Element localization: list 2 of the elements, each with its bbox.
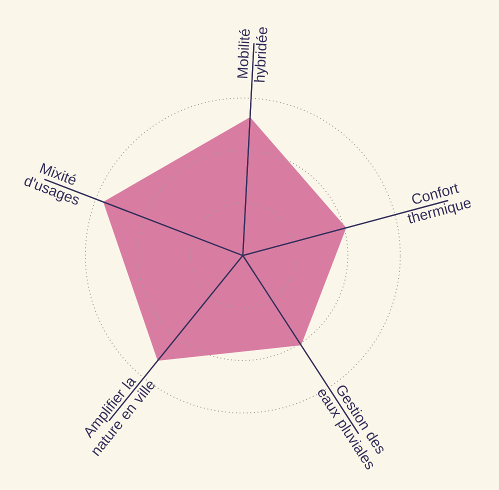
spoke-label: Mobilité hybridée <box>237 27 268 82</box>
spoke-label: Confort thermique <box>407 184 471 224</box>
